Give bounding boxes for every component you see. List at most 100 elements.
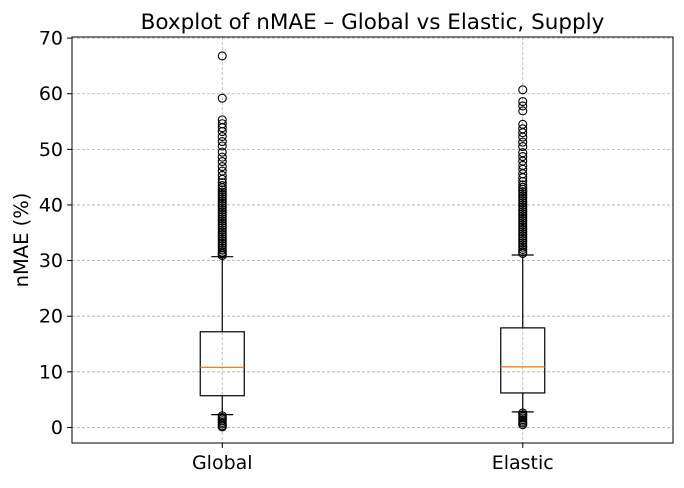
outlier-point <box>518 106 528 116</box>
outlier-point <box>217 115 227 125</box>
outlier-point <box>217 241 227 251</box>
outlier-point <box>217 189 227 199</box>
outlier-point <box>518 238 528 248</box>
outlier-point <box>518 236 528 246</box>
outlier-point <box>217 162 227 172</box>
chart-title: Boxplot of nMAE – Global vs Elastic, Sup… <box>141 10 605 35</box>
outlier-point <box>518 193 528 203</box>
outlier-point <box>217 229 227 239</box>
outlier-point <box>518 148 528 158</box>
outlier-point <box>217 178 227 188</box>
outlier-point <box>518 137 528 147</box>
outlier-point <box>518 242 528 252</box>
outlier-point <box>217 247 227 257</box>
outlier-point <box>217 234 227 244</box>
outlier-point <box>217 238 227 248</box>
outlier-point <box>217 236 227 246</box>
outlier-point <box>217 180 227 191</box>
outlier-point <box>518 213 528 223</box>
outlier-point <box>518 211 528 221</box>
outlier-point <box>217 212 227 222</box>
y-tick-label: 0 <box>51 417 63 439</box>
outlier-point <box>518 209 528 219</box>
outlier-point <box>217 205 227 215</box>
axis-layer: 0 10 20 30 40 50 60 70 Global Elastic <box>39 28 554 474</box>
outlier-point <box>518 240 528 250</box>
y-tick-label: 20 <box>39 306 63 328</box>
outlier-point <box>518 124 528 134</box>
outlier-point <box>518 233 528 243</box>
outlier-point <box>518 195 528 206</box>
outlier-point <box>217 198 227 208</box>
outlier-point <box>217 196 227 206</box>
outlier-point <box>518 247 528 257</box>
y-tick-label: 30 <box>39 250 63 272</box>
outlier-point <box>518 229 528 239</box>
outlier-point <box>217 152 227 162</box>
outlier-point <box>217 218 227 228</box>
y-tick-label: 70 <box>39 28 63 50</box>
plot-frame <box>71 36 674 444</box>
outlier-point <box>217 209 227 219</box>
outlier-point <box>217 227 227 237</box>
outlier-point <box>217 51 227 61</box>
y-tick-label: 40 <box>39 194 63 216</box>
outlier-point <box>217 223 227 233</box>
outlier-point <box>518 101 528 111</box>
y-tick-label: 50 <box>39 139 63 161</box>
outlier-point <box>518 160 528 171</box>
outlier-point <box>518 224 528 234</box>
outlier-point <box>217 216 227 226</box>
outlier-point <box>217 207 227 217</box>
x-tick-label: Global <box>192 452 253 474</box>
outlier-point <box>518 142 528 152</box>
outlier-point <box>518 200 528 210</box>
outlier-point <box>518 182 528 192</box>
outlier-point <box>518 152 528 162</box>
outlier-point <box>217 245 227 255</box>
y-tick-label: 60 <box>39 83 63 105</box>
outlier-point <box>518 189 528 199</box>
x-tick-label: Elastic <box>492 452 554 474</box>
outlier-point <box>518 222 528 232</box>
outlier-point <box>518 85 528 95</box>
outlier-point <box>217 203 227 213</box>
outlier-point <box>518 420 528 430</box>
outlier-point <box>217 147 227 157</box>
outlier-point <box>217 132 227 142</box>
outlier-point <box>518 220 528 230</box>
outlier-point <box>518 204 528 214</box>
outlier-point <box>217 214 227 224</box>
outlier-point <box>518 207 528 217</box>
outlier-point <box>518 119 528 129</box>
outlier-point <box>217 243 227 253</box>
outlier-point <box>217 166 227 176</box>
outlier-point <box>217 185 227 195</box>
outlier-point <box>217 225 227 235</box>
outlier-point <box>518 231 528 241</box>
outlier-point <box>518 218 528 228</box>
outlier-point <box>217 170 227 181</box>
outlier-point <box>518 191 528 201</box>
outlier-point <box>217 194 227 204</box>
outlier-point <box>518 180 528 190</box>
y-tick-label: 10 <box>39 361 63 383</box>
outlier-point <box>217 422 227 432</box>
outlier-point <box>217 220 227 231</box>
outlier-point <box>518 96 528 107</box>
outlier-point <box>217 187 227 197</box>
box-elastic <box>500 85 546 430</box>
outlier-point <box>518 227 528 237</box>
grid-layer <box>72 37 673 443</box>
outlier-point <box>217 157 227 167</box>
iqr-box <box>500 327 546 394</box>
outlier-point <box>518 198 528 208</box>
outlier-point <box>518 187 528 197</box>
outlier-point <box>217 93 227 103</box>
outlier-point <box>217 232 227 242</box>
outlier-point <box>217 141 227 151</box>
outlier-point <box>217 192 227 202</box>
iqr-box <box>199 331 245 397</box>
